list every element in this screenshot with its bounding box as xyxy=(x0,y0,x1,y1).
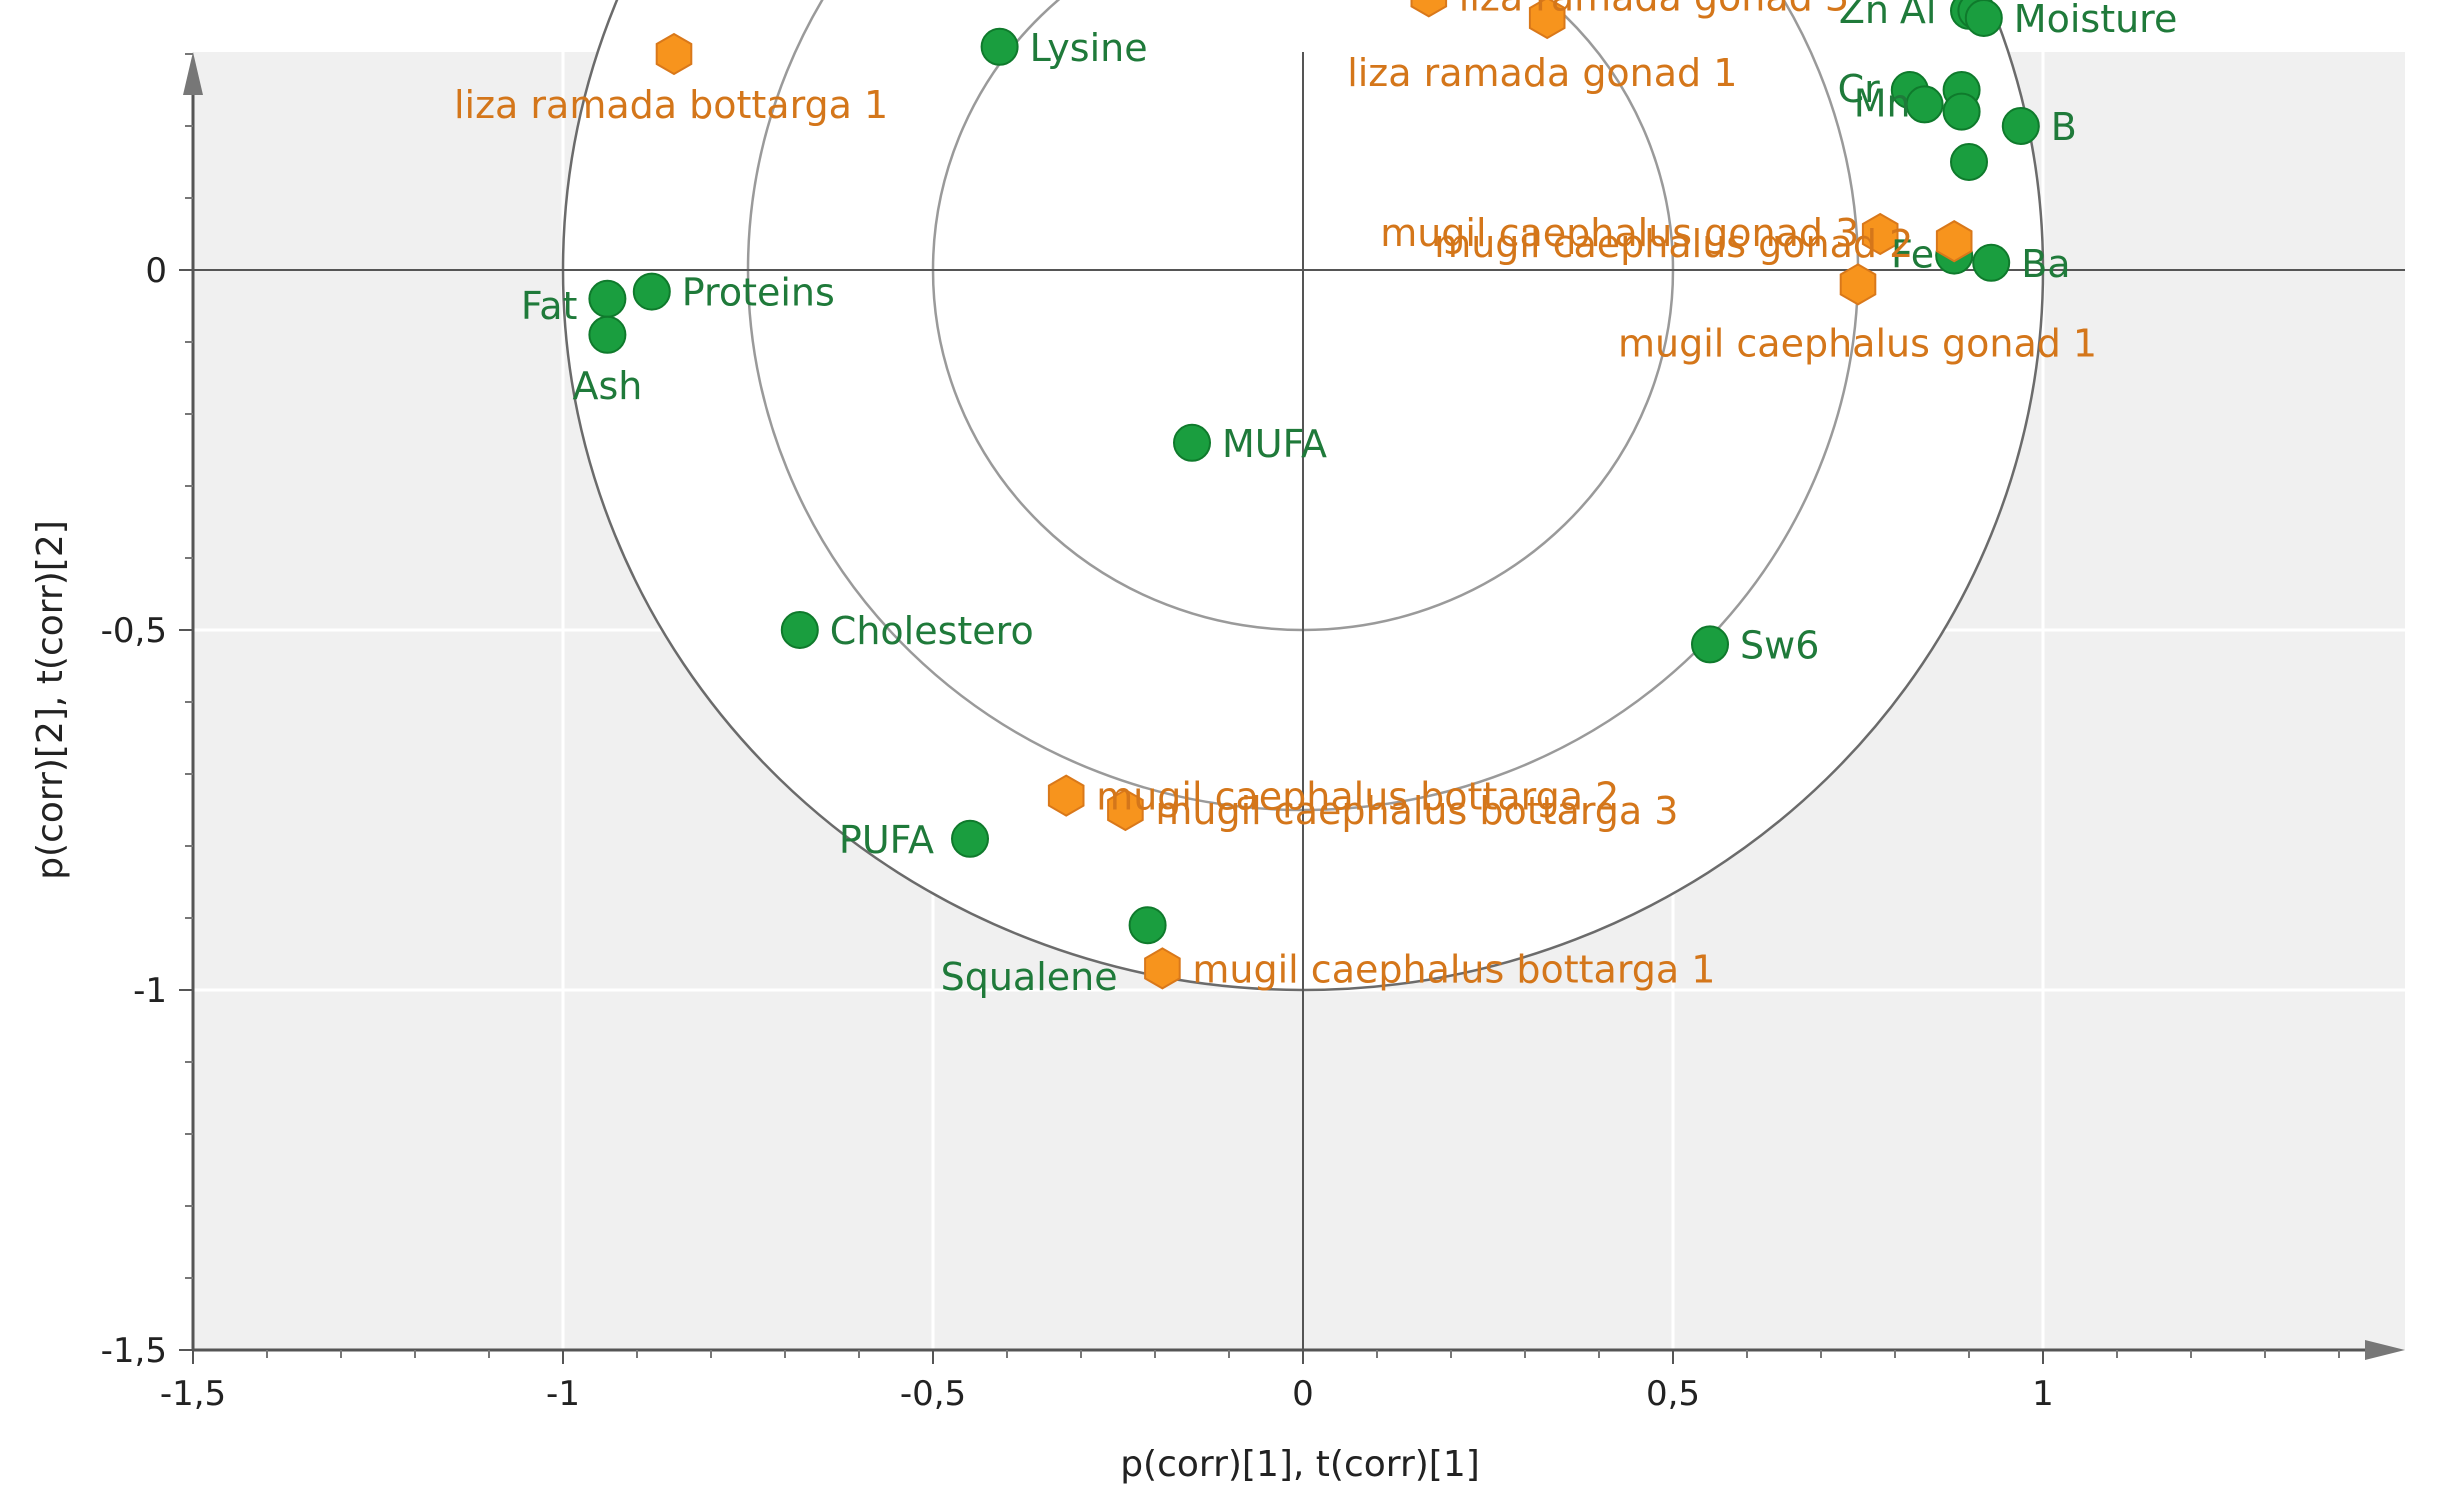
observation-label: liza ramada bottarga 1 xyxy=(454,83,888,127)
x-axis-title: p(corr)[1], t(corr)[1] xyxy=(1120,1444,1480,1485)
observation-label: liza ramada gonad 1 xyxy=(1347,51,1737,95)
y-tick-label: -1,5 xyxy=(101,1331,167,1371)
observation-label: mugil caephalus bottarga 1 xyxy=(1192,947,1715,991)
tick-labels: -1,5-1-0,500,51-1,5-1-0,500,51 xyxy=(101,53,2340,1414)
variable-label: Squalene xyxy=(941,955,1118,999)
observation-point xyxy=(1935,220,1973,263)
observation-point xyxy=(1144,947,1181,990)
x-tick-label: -0,5 xyxy=(900,1374,966,1414)
x-tick-label: 1 xyxy=(2032,1374,2054,1414)
variable-point xyxy=(1950,143,1988,181)
variable-label: Mn xyxy=(1854,81,1911,125)
variable-label: Fat xyxy=(521,284,578,328)
observation-label: mugil caephalus bottarga 3 xyxy=(1155,789,1678,833)
observation-point xyxy=(1047,774,1085,817)
observation-point xyxy=(1107,788,1144,832)
observation-label: liza ramada gonad 3 xyxy=(1459,0,1849,19)
variable-point xyxy=(1173,423,1211,462)
variable-label: Fe xyxy=(1891,233,1934,277)
point-labels: Sw3GlycineAlanineValineThreonineProlineI… xyxy=(454,0,2178,999)
observation-point xyxy=(1839,263,1877,306)
variable-point xyxy=(1691,625,1729,664)
observation-point xyxy=(1528,0,1566,40)
variable-point xyxy=(951,819,989,858)
variable-point xyxy=(2001,107,2040,145)
observation-point xyxy=(1410,0,1448,18)
variable-label: Moisture xyxy=(2014,0,2178,41)
x-tick-label: -1 xyxy=(546,1374,580,1414)
variable-label: Sw6 xyxy=(1740,623,1819,667)
variable-label: Zn xyxy=(1839,0,1889,32)
y-tick-label: 0 xyxy=(145,251,167,291)
variable-point xyxy=(1972,243,2011,282)
variable-point xyxy=(1942,92,1981,131)
variable-point xyxy=(780,611,819,649)
variable-label: Al xyxy=(1900,0,1937,32)
variable-label: B xyxy=(2051,105,2077,149)
y-tick-label: -0,5 xyxy=(101,611,167,651)
variable-point xyxy=(1905,85,1944,124)
y-tick-label: -1 xyxy=(133,971,167,1011)
variable-label: MUFA xyxy=(1222,422,1327,466)
observation-label: mugil caephalus gonad 1 xyxy=(1618,321,2097,365)
x-tick-label: 0 xyxy=(1292,1374,1314,1414)
axes xyxy=(183,52,2405,1360)
variable-point xyxy=(980,27,1019,66)
variable-point xyxy=(588,279,627,318)
x-tick-label: -1,5 xyxy=(160,1374,226,1414)
observation-point xyxy=(1861,212,1899,256)
variable-label: PUFA xyxy=(839,818,934,862)
observation-label: mugil caephalus gonad 2 xyxy=(1434,222,1913,266)
variable-label: Ba xyxy=(2021,242,2070,286)
observation-point xyxy=(655,32,693,76)
x-tick-label: 0,5 xyxy=(1646,1374,1700,1414)
variable-label: Cr xyxy=(1838,67,1881,111)
x-axis-arrow-icon xyxy=(2365,1340,2405,1360)
variable-point xyxy=(1128,906,1167,945)
data-points xyxy=(588,0,2040,990)
variable-label: Proteins xyxy=(682,271,835,315)
y-axis-arrow-icon xyxy=(183,52,203,95)
variable-label: Ash xyxy=(572,364,642,408)
variable-label: Cholestero xyxy=(830,609,1034,653)
variable-point xyxy=(632,272,671,311)
y-axis-title: p(corr)[2], t(corr)[2] xyxy=(30,520,71,880)
observation-label: mugil caephalus gonad 3 xyxy=(1380,211,1859,255)
variable-point xyxy=(1964,0,2003,37)
variable-label: Lysine xyxy=(1030,26,1148,70)
observation-label: mugil caephalus bottarga 2 xyxy=(1096,775,1619,819)
variable-point xyxy=(588,315,627,354)
